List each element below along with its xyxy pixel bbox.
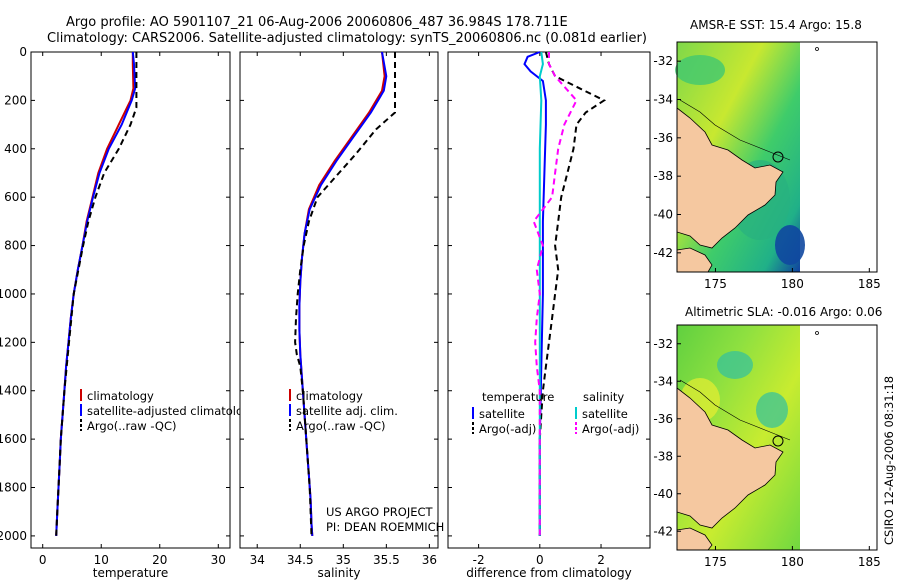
sla-map-frame (676, 324, 878, 551)
sla-map-title: Altimetric SLA: -0.016 Argo: 0.06 (685, 305, 882, 319)
series-line (538, 51, 607, 536)
y-tick-label: 1600 (0, 432, 27, 446)
sst-map-panel: AMSR-E SST: 15.4 Argo: 15.8 175 180 185 -32… (653, 18, 880, 291)
position-dot (815, 331, 819, 335)
float-location-marker (772, 435, 784, 447)
legend-label: satellite (582, 407, 628, 421)
y-tick-label: -40 (653, 208, 673, 222)
depth-contour (679, 379, 791, 441)
sla-patch (717, 351, 753, 379)
y-tick-label: -40 (653, 487, 673, 501)
legend-title: temperature (482, 390, 554, 404)
y-tick-label: -42 (653, 524, 673, 538)
x-tick-label: 36 (422, 553, 437, 567)
y-tick-label: -34 (653, 93, 673, 107)
plot-frame (447, 51, 651, 549)
x-axis-label: difference from climatology (466, 566, 632, 580)
sst-map-title: AMSR-E SST: 15.4 Argo: 15.8 (690, 18, 862, 32)
legend-label: satellite-adjusted climatology (87, 404, 257, 418)
x-tick-label: 180 (781, 277, 804, 291)
depth-contour (679, 99, 791, 161)
y-tick-label: -38 (653, 169, 673, 183)
header-line1: Argo profile: AO 5901107_21 06-Aug-2006 … (66, 15, 568, 30)
timestamp-stamp: CSIRO 12-Aug-2006 08:31:18 (882, 376, 896, 545)
y-tick-label: -32 (653, 54, 673, 68)
project-label: US ARGO PROJECT (326, 505, 434, 519)
sst-map-frame (676, 41, 878, 273)
x-tick-label: 180 (781, 555, 804, 569)
pi-label: PI: DEAN ROEMMICH (326, 520, 444, 534)
x-tick-label: 35 (336, 553, 351, 567)
legend-label: Argo(-adj) (479, 422, 536, 436)
y-tick-label: 800 (4, 239, 27, 253)
x-tick-label: 0 (39, 553, 47, 567)
y-tick-label: 2000 (0, 529, 27, 543)
legend-label: Argo(..raw -QC) (87, 419, 177, 433)
y-tick-label: -36 (653, 412, 673, 426)
plot-frame (239, 51, 439, 549)
legend-label: satellite adj. clim. (296, 404, 398, 418)
new-zealand-north-island (676, 387, 784, 529)
y-tick-label: 400 (4, 142, 27, 156)
series-line (294, 52, 396, 536)
y-tick-label: -38 (653, 449, 673, 463)
x-tick-label: 30 (211, 553, 226, 567)
plot-frame (30, 51, 231, 549)
legend-label: climatology (87, 389, 154, 403)
x-tick-label: 34 (250, 553, 265, 567)
float-location-marker (772, 151, 784, 163)
y-tick-label: 1000 (0, 287, 27, 301)
position-dot (815, 47, 819, 51)
sla-patch (756, 392, 788, 428)
legend-label: climatology (296, 389, 363, 403)
legend-label: Argo(..raw -QC) (296, 419, 386, 433)
sst-patch (775, 225, 805, 265)
y-tick-label: 600 (4, 190, 27, 204)
x-tick-label: 0 (536, 553, 544, 567)
x-axis-label: temperature (93, 566, 168, 580)
y-tick-label: -34 (653, 374, 673, 388)
x-tick-label: 175 (704, 277, 727, 291)
x-tick-label: 175 (704, 555, 727, 569)
y-tick-label: 1400 (0, 384, 27, 398)
x-tick-label: -2 (473, 553, 485, 567)
y-tick-label: 1200 (0, 335, 27, 349)
y-tick-label: 200 (4, 93, 27, 107)
sst-patch (675, 55, 725, 85)
y-tick-label: 0 (19, 45, 27, 59)
series-line (523, 51, 547, 536)
legend-label: satellite (479, 407, 525, 421)
y-tick-label: 1800 (0, 481, 27, 495)
header-line2: Climatology: CARS2006. Satellite-adjuste… (47, 31, 647, 46)
x-tick-label: 185 (858, 555, 881, 569)
salinity-panel: 34 34.5 35 35.5 36 salinity climatologysatelli… (239, 51, 439, 580)
x-tick-label: 35.5 (373, 553, 400, 567)
x-tick-label: 185 (858, 277, 881, 291)
y-tick-label: -32 (653, 337, 673, 351)
y-tick-label: -42 (653, 246, 673, 260)
sla-map-panel: Altimetric SLA: -0.016 Argo: 0.06 175 180… (653, 305, 882, 569)
legend-label: Argo(-adj) (582, 422, 639, 436)
series-line (538, 51, 544, 536)
new-zealand-north-island (676, 107, 784, 249)
x-tick-label: 34.5 (287, 553, 314, 567)
x-tick-label: 20 (152, 553, 167, 567)
legend-title: salinity (583, 390, 624, 404)
x-tick-label: 2 (597, 553, 605, 567)
x-axis-label: salinity (317, 566, 360, 580)
series-line (532, 52, 578, 536)
temperature-panel: 0 200 400 600 800 1000 1200 1400 1600 1800 2000 0 10… (0, 45, 257, 580)
x-tick-label: 10 (94, 553, 109, 567)
y-tick-label: -36 (653, 131, 673, 145)
